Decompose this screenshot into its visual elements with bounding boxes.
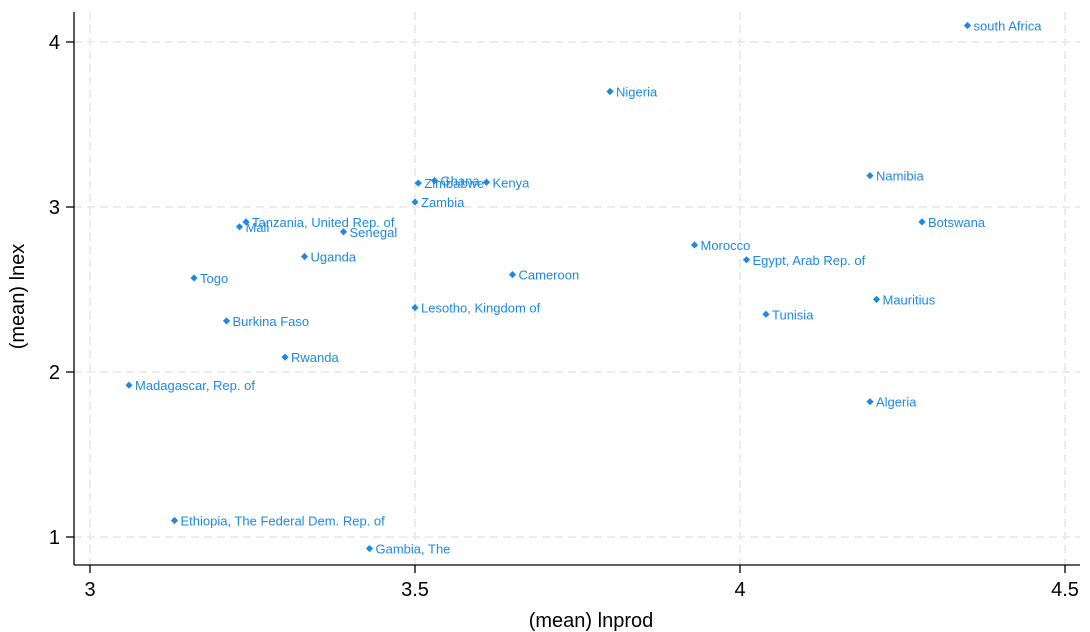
data-point-marker	[742, 256, 751, 264]
data-point-marker	[872, 295, 881, 303]
y-tick-label: 2	[49, 362, 60, 384]
data-point-label: Egypt, Arab Rep. of	[753, 253, 866, 268]
grid-lines	[74, 12, 1080, 565]
data-point-label: Tanzania, United Rep. of	[252, 215, 395, 230]
data-point-label: Cameroon	[519, 268, 580, 283]
data-points: south Africa Nigeria Namibia Ghana Kenya Zimb…	[125, 19, 1042, 557]
data-point-label: Uganda	[311, 250, 357, 265]
data-point-label: Madagascar, Rep. of	[135, 378, 255, 393]
data-point-label: Ghana	[441, 174, 481, 189]
axes	[73, 12, 1080, 566]
data-point-marker	[411, 198, 419, 206]
data-point-marker	[690, 241, 699, 249]
data-point-label: Zambia	[421, 195, 465, 210]
data-point-marker	[866, 398, 874, 406]
data-point-marker	[300, 252, 309, 261]
data-point-label: south Africa	[974, 19, 1043, 34]
data-point-label: Togo	[200, 271, 228, 286]
data-point-label: Algeria	[876, 395, 917, 410]
data-point-label: Namibia	[876, 169, 924, 184]
data-point-label: Lesotho, Kingdom of	[421, 301, 541, 316]
data-point-label: Mali	[246, 220, 270, 235]
data-point-label: Morocco	[701, 238, 751, 253]
data-point-label: Rwanda	[291, 350, 339, 365]
y-tick-label: 3	[49, 197, 60, 219]
x-tick-label: 3.5	[401, 579, 429, 601]
x-tick-label: 4.5	[1051, 579, 1079, 601]
data-point-marker	[866, 172, 874, 180]
data-point-marker	[508, 271, 517, 279]
data-point-marker	[125, 381, 133, 389]
data-point-marker	[235, 223, 244, 231]
x-tick-label: 3	[84, 579, 95, 601]
data-point-label: Ethiopia, The Federal Dem. Rep. of	[181, 514, 386, 529]
data-point-label: Gambia, The	[376, 542, 451, 557]
data-point-label: Senegal	[350, 225, 398, 240]
y-axis-title: (mean) lnex	[7, 244, 29, 350]
data-point-label: Kenya	[493, 175, 531, 190]
data-point-marker	[339, 228, 348, 236]
data-point-marker	[918, 218, 926, 226]
data-point-marker	[606, 87, 614, 96]
data-point-marker	[482, 178, 491, 186]
data-point-marker	[414, 179, 422, 187]
data-point-label: Zimbabwe	[424, 176, 484, 191]
data-point-label: Nigeria	[616, 85, 658, 100]
data-point-marker	[762, 310, 770, 318]
data-point-label: Tunisia	[772, 307, 814, 322]
data-point-marker	[170, 516, 179, 525]
y-tick-label: 4	[49, 32, 60, 54]
data-point-label: Mauritius	[883, 292, 936, 307]
x-axis-title: (mean) lnprod	[529, 610, 654, 632]
data-point-marker	[222, 317, 231, 325]
data-point-marker	[190, 274, 198, 282]
data-point-marker	[963, 21, 972, 30]
tick-marks: 3 3.5 4 4.5 1 2 3 4	[49, 32, 1079, 601]
data-point-label: Burkina Faso	[233, 314, 310, 329]
data-point-marker	[281, 353, 289, 361]
data-point-marker	[411, 304, 419, 312]
y-tick-label: 1	[49, 527, 60, 549]
data-point-label: Botswana	[928, 215, 986, 230]
data-point-marker	[242, 218, 250, 226]
x-tick-label: 4	[734, 579, 745, 601]
data-point-marker	[430, 177, 439, 185]
data-point-marker	[365, 544, 374, 553]
